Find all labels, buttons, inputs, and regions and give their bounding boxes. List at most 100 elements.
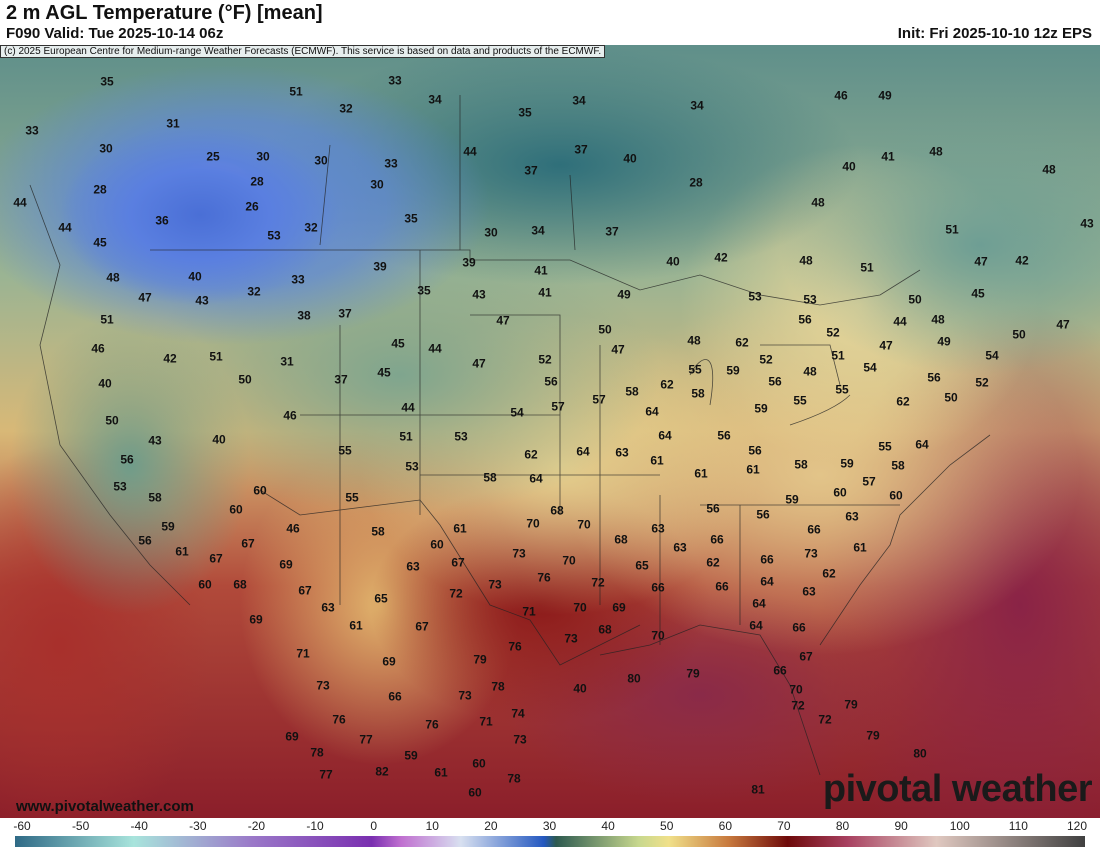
temperature-value: 56 [748,443,762,458]
temperature-value: 59 [840,456,854,471]
colorbar-tick-label: -40 [130,819,148,833]
temperature-value: 33 [25,123,39,138]
temperature-value: 57 [862,474,876,489]
temperature-value: 69 [612,600,626,615]
temperature-value: 47 [472,356,486,371]
temperature-value: 52 [538,352,552,367]
temperature-value: 37 [334,372,348,387]
temperature-value: 69 [279,557,293,572]
temperature-value: 45 [93,235,107,250]
temperature-value: 46 [286,521,300,536]
temperature-value: 37 [605,224,619,239]
temperature-value: 71 [522,604,536,619]
temperature-value: 76 [332,712,346,727]
temperature-value: 63 [321,600,335,615]
temperature-value: 78 [310,745,324,760]
temperature-value: 62 [735,335,749,350]
colorbar-tick-label: -20 [247,819,266,833]
us-mexico-border [259,489,641,666]
temperature-value: 56 [756,507,770,522]
temperature-value: 28 [689,175,703,190]
temperature-value: 35 [518,105,532,120]
temperature-value: 56 [717,428,731,443]
temperature-value: 44 [401,400,415,415]
border-lines [29,95,991,776]
temperature-value: 66 [792,620,806,635]
temperature-value: 66 [651,580,665,595]
temperature-value: 48 [799,253,813,268]
temperature-value: 45 [971,286,985,301]
temperature-value: 79 [866,728,880,743]
temperature-value: 69 [249,612,263,627]
temperature-value: 51 [289,84,303,99]
temperature-value: 56 [120,452,134,467]
temperature-value: 49 [878,88,892,103]
colorbar-tick-label: 20 [484,819,498,833]
temperature-map[interactable]: 35 33 31 30 28 44 25 30 28 26 36 44 45 48 47 40 43 51 46 42… [0,45,1100,818]
temperature-value: 48 [687,333,701,348]
temperature-value: 47 [1056,317,1070,332]
temperature-value: 50 [1012,327,1026,342]
temperature-value: 72 [591,575,605,590]
temperature-value: 58 [794,457,808,472]
temperature-value: 48 [931,312,945,327]
temperature-value: 34 [572,93,586,108]
temperature-value: 55 [878,439,892,454]
temperature-value: 61 [650,453,664,468]
temperature-value: 39 [373,259,387,274]
temperature-value: 39 [462,255,476,270]
temperature-value: 57 [551,399,565,414]
temperature-value: 32 [304,220,318,235]
colorbar-tick-label: 10 [425,819,439,833]
temperature-value: 78 [507,771,521,786]
colorbar-tick-label: 50 [660,819,674,833]
temperature-value: 80 [913,746,927,761]
colorbar-tick-label: 30 [542,819,557,833]
temperature-value: 66 [807,522,821,537]
temperature-value: 51 [100,312,114,327]
temperature-value: 63 [673,540,687,555]
temperature-value: 61 [175,544,189,559]
temperature-value: 72 [791,698,805,713]
colorbar-tick-label: 90 [894,819,908,833]
temperature-value: 58 [148,490,162,505]
great-lakes [689,344,851,426]
temperature-value: 37 [338,306,352,321]
temperature-value: 59 [161,519,175,534]
temperature-value: 74 [511,706,525,721]
temperature-value: 80 [627,671,641,686]
temperature-value: 81 [751,782,765,797]
temperature-value: 40 [188,269,202,284]
temperature-value: 32 [247,284,261,299]
temperature-value: 47 [879,338,893,353]
colorbar [15,836,1085,847]
temperature-value: 48 [811,195,825,210]
temperature-value: 40 [212,432,226,447]
temperature-value: 46 [834,88,848,103]
temperature-value: 67 [451,555,465,570]
temperature-value: 31 [280,354,294,369]
temperature-value: 61 [453,521,467,536]
temperature-value: 54 [985,348,999,363]
temperature-value: 47 [611,342,625,357]
temperature-value: 47 [496,313,510,328]
temperature-value: 50 [238,372,252,387]
temperature-value: 77 [319,767,333,782]
temperature-value: 60 [468,785,482,800]
pivotal-weather-logo: pivotal weather [822,768,1093,810]
temperature-value: 63 [406,559,420,574]
province-lines [319,95,576,251]
temperature-value: 73 [512,546,526,561]
temperature-value: 73 [564,631,578,646]
temperature-value: 44 [58,220,72,235]
temperature-value: 68 [598,622,612,637]
temperature-value: 61 [746,462,760,477]
temperature-value: 61 [853,540,867,555]
temperature-value: 51 [209,349,223,364]
temperature-value: 44 [13,195,27,210]
temperature-value: 42 [163,351,177,366]
website-link[interactable]: www.pivotalweather.com [16,798,194,815]
temperature-value: 59 [785,492,799,507]
temperature-value: 33 [388,73,402,88]
temperature-value: 48 [106,270,120,285]
